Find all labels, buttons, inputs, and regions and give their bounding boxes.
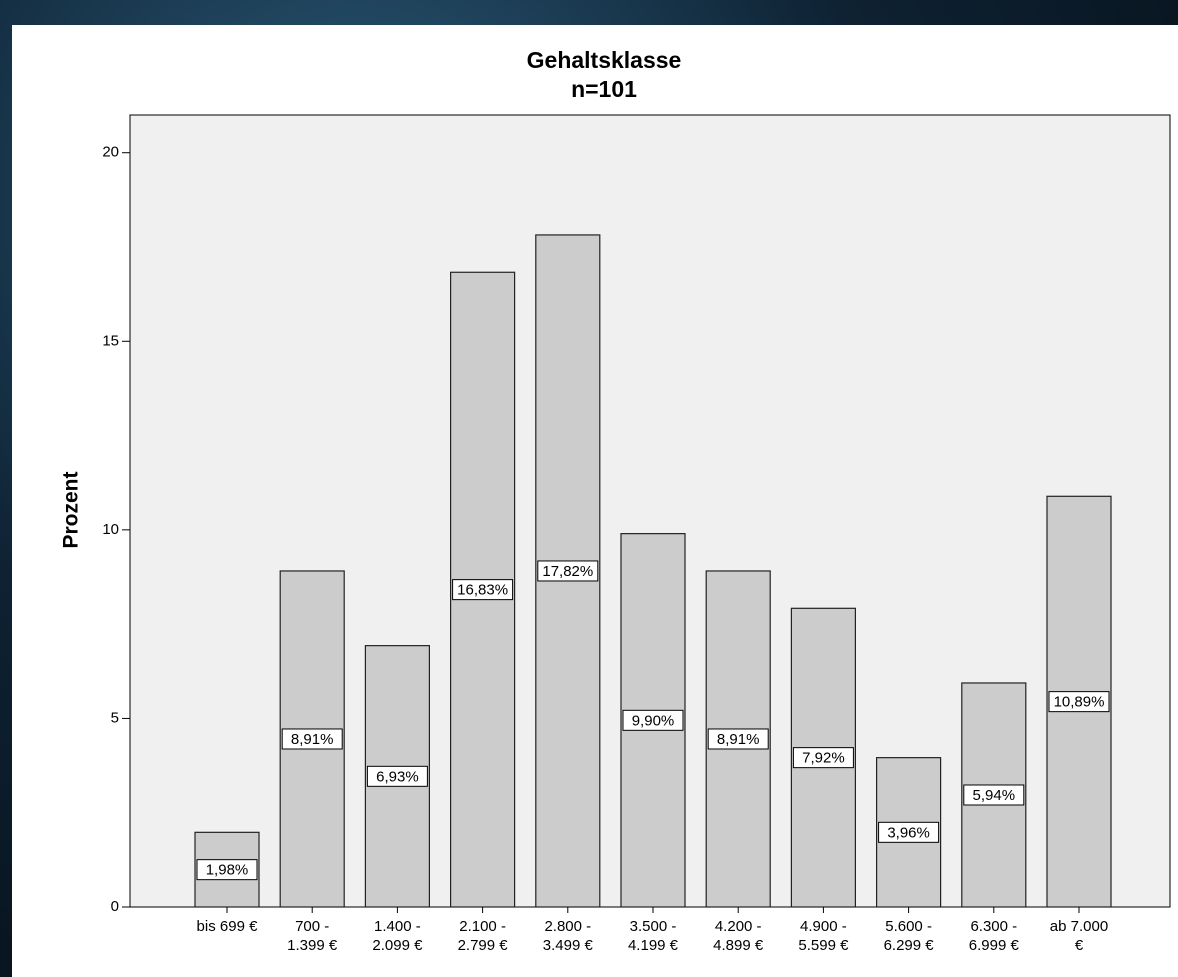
- value-label: 16,83%: [457, 582, 508, 599]
- x-tick-label: 6.300 -: [970, 918, 1017, 935]
- chart-subtitle: n=101: [571, 76, 637, 102]
- y-tick-label: 10: [102, 521, 119, 538]
- x-tick-label: 700 -: [295, 918, 329, 935]
- value-label-box: [707, 728, 769, 750]
- x-tick-label: 2.799 €: [458, 937, 509, 954]
- x-tick-label: 4.200 -: [715, 918, 762, 935]
- value-label: 9,90%: [632, 712, 675, 729]
- value-label: 5,94%: [973, 787, 1016, 804]
- value-label-box: [366, 765, 428, 787]
- value-label-box: [452, 579, 514, 601]
- y-tick-label: 20: [102, 144, 119, 161]
- value-label: 10,89%: [1054, 694, 1105, 711]
- x-tick-label: 5.600 -: [885, 918, 932, 935]
- x-tick-label: €: [1075, 937, 1084, 954]
- x-tick-label: 4.199 €: [628, 937, 679, 954]
- value-label: 3,96%: [887, 824, 930, 841]
- x-tick-label: 1.400 -: [374, 918, 421, 935]
- value-label-box: [196, 859, 258, 881]
- y-tick-label: 0: [111, 898, 119, 915]
- x-tick-label: 2.100 -: [459, 918, 506, 935]
- y-axis-label: Prozent: [60, 471, 83, 548]
- value-label-box: [792, 747, 854, 769]
- value-label: 17,82%: [542, 563, 593, 580]
- value-label-box: [1048, 691, 1110, 713]
- x-tick-label: 4.900 -: [800, 918, 847, 935]
- value-label: 8,91%: [717, 731, 760, 748]
- value-label-box: [878, 821, 940, 843]
- value-label: 6,93%: [376, 768, 419, 785]
- x-tick-label: 3.500 -: [630, 918, 677, 935]
- value-label-box: [537, 560, 599, 582]
- x-tick-label: 3.499 €: [543, 937, 594, 954]
- x-tick-label: 6.999 €: [969, 937, 1020, 954]
- x-tick-label: 4.899 €: [713, 937, 764, 954]
- x-tick-label: 2.099 €: [372, 937, 423, 954]
- x-tick-label: 6.299 €: [884, 937, 935, 954]
- value-label-box: [281, 728, 343, 750]
- value-label-box: [963, 784, 1025, 806]
- y-tick-label: 5: [111, 709, 119, 726]
- value-label-box: [622, 709, 684, 731]
- value-label: 1,98%: [206, 862, 249, 879]
- value-label: 8,91%: [291, 731, 334, 748]
- value-label: 7,92%: [802, 750, 845, 767]
- x-tick-label: 2.800 -: [544, 918, 591, 935]
- y-tick-label: 15: [102, 332, 119, 349]
- x-tick-label: 1.399 €: [287, 937, 338, 954]
- x-tick-label: ab 7.000: [1050, 918, 1108, 935]
- x-tick-label: bis 699 €: [197, 918, 259, 935]
- chart-title: Gehaltsklasse: [527, 47, 682, 73]
- x-tick-label: 5.599 €: [798, 937, 849, 954]
